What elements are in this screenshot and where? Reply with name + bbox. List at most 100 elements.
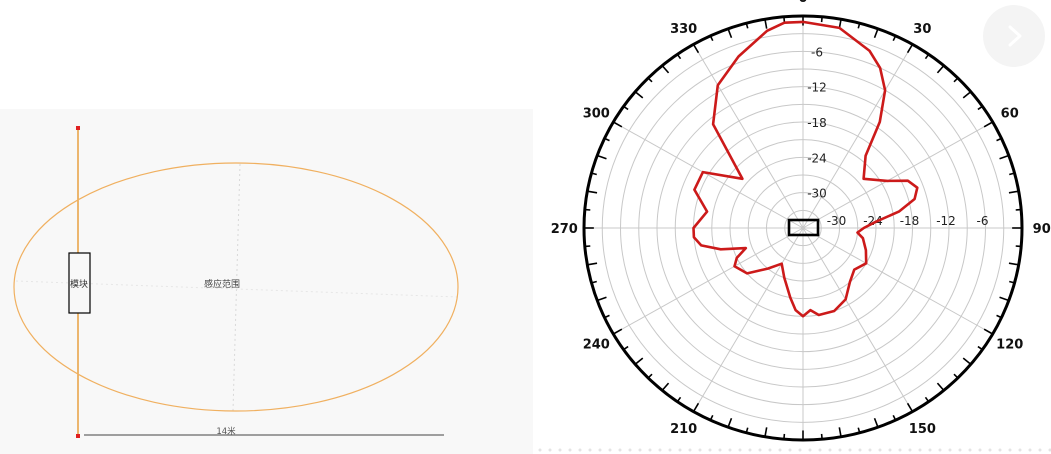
angle-label: 120 xyxy=(996,338,1023,353)
polar-tick xyxy=(745,427,749,433)
module-label: 模块 xyxy=(70,278,88,290)
polar-spoke xyxy=(613,227,804,335)
angle-label: 90 xyxy=(1033,222,1051,237)
polar-tick xyxy=(745,23,749,29)
range-label: 感应范围 xyxy=(204,278,240,290)
radial-tick-label: -12 xyxy=(807,81,827,95)
polar-tick xyxy=(1009,172,1015,176)
polar-tick xyxy=(936,382,945,391)
polar-tick xyxy=(977,105,983,111)
sensing-range-panel: 模块 感应范围 14米 xyxy=(0,109,533,454)
angle-label: 60 xyxy=(1001,106,1019,121)
radial-tick-label: -6 xyxy=(811,45,823,59)
polar-spoke xyxy=(802,44,913,229)
polar-tick xyxy=(924,396,930,403)
polar-tick xyxy=(906,402,914,413)
radial-tick-label: -18 xyxy=(807,116,827,130)
polar-tick xyxy=(873,28,879,39)
polar-spoke xyxy=(802,227,913,412)
polar-tick xyxy=(591,172,597,176)
module-box xyxy=(68,252,91,314)
polar-tick xyxy=(924,53,930,60)
radial-tick-label: -30 xyxy=(807,187,827,201)
antenna-module-box xyxy=(787,218,820,237)
polar-tick xyxy=(764,427,768,437)
polar-labels: 0306090120150180210240270300330-6-12-18-… xyxy=(551,0,1051,454)
polar-tick xyxy=(596,296,607,302)
radial-tick-label: -12 xyxy=(936,214,956,228)
radial-tick-label: -18 xyxy=(900,214,920,228)
polar-tick xyxy=(983,328,994,335)
polar-tick xyxy=(977,345,983,351)
polar-tick xyxy=(999,154,1010,160)
polar-tick xyxy=(634,91,644,99)
polar-tick xyxy=(962,357,972,365)
polar-tick xyxy=(587,190,598,194)
bottom-marker xyxy=(76,434,80,438)
polar-tick xyxy=(953,373,959,379)
polar-tick xyxy=(953,77,959,83)
polar-tick xyxy=(1008,190,1019,194)
polar-tick xyxy=(692,43,700,54)
angle-label: 270 xyxy=(551,222,578,237)
carousel-dots xyxy=(535,446,1051,454)
polar-tick xyxy=(1009,280,1015,284)
center-horizontal-guide xyxy=(15,280,459,298)
polar-tick xyxy=(764,19,768,29)
angle-label: 210 xyxy=(670,422,697,437)
polar-tick xyxy=(661,382,670,391)
polar-tick xyxy=(962,91,972,99)
polar-tick xyxy=(676,396,682,403)
polar-tick xyxy=(838,427,842,437)
polar-tick xyxy=(983,121,994,128)
angle-label: 240 xyxy=(583,338,610,353)
angle-label: 150 xyxy=(909,422,936,437)
angle-label: 0 xyxy=(798,0,807,6)
polar-tick xyxy=(612,328,623,335)
polar-tick xyxy=(604,137,610,142)
polar-tick xyxy=(709,414,714,421)
polar-spoke xyxy=(693,44,804,229)
polar-tick xyxy=(727,28,733,39)
polar-spoke xyxy=(613,121,804,229)
polar-tick xyxy=(727,417,733,428)
sensing-range-diagram: 模块 感应范围 14米 xyxy=(13,126,459,438)
polar-tick xyxy=(612,121,623,128)
polar-tick xyxy=(623,105,629,111)
polar-tick xyxy=(647,77,653,83)
polar-tick xyxy=(604,314,610,319)
polar-tick xyxy=(647,373,653,379)
radiation-pattern-series xyxy=(692,20,919,318)
polar-tick xyxy=(892,35,897,42)
radial-tick-label: -24 xyxy=(807,151,827,165)
polar-tick xyxy=(1008,262,1019,266)
angle-label: 330 xyxy=(670,22,697,37)
polar-tick xyxy=(996,314,1002,319)
polar-spoke xyxy=(693,227,804,412)
polar-tick xyxy=(906,43,914,54)
polar-tick xyxy=(676,53,682,60)
polar-tick xyxy=(623,345,629,351)
polar-tick xyxy=(692,402,700,413)
chevron-right-icon xyxy=(1008,25,1022,47)
polar-tick xyxy=(596,154,607,160)
polar-tick xyxy=(857,23,861,29)
polar-tick xyxy=(936,65,945,74)
polar-spoke xyxy=(802,227,993,335)
polar-tick xyxy=(709,35,714,42)
sensing-range-ellipse xyxy=(13,162,459,412)
polar-tick xyxy=(999,296,1010,302)
angle-label: 300 xyxy=(583,106,610,121)
polar-tick xyxy=(634,357,644,365)
polar-tick xyxy=(661,65,670,74)
radial-tick-label: -6 xyxy=(977,214,989,228)
radial-tick-label: -30 xyxy=(827,214,847,228)
polar-tick xyxy=(873,417,879,428)
polar-tick xyxy=(591,280,597,284)
polar-tick xyxy=(857,427,861,433)
distance-label: 14米 xyxy=(216,426,236,437)
angle-label: 30 xyxy=(913,22,931,37)
next-slide-button[interactable] xyxy=(983,5,1045,67)
center-vertical-guide xyxy=(232,163,241,412)
polar-tick xyxy=(892,414,897,421)
